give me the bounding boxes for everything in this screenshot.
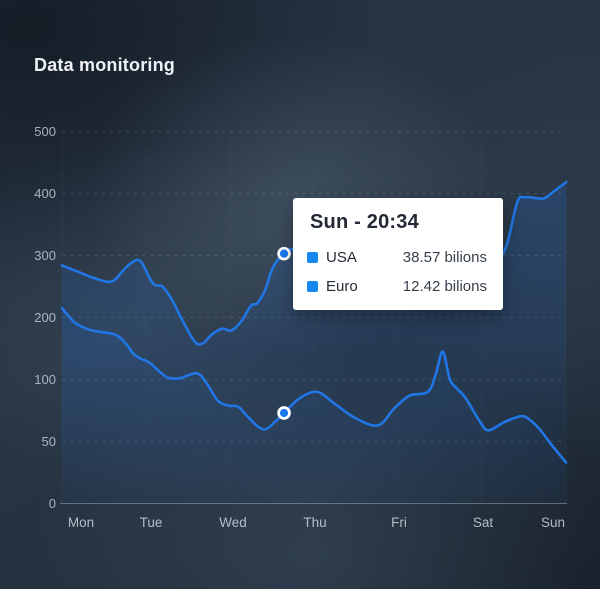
chart-tooltip: Sun - 20:34 USA 38.57 bilions Euro 12.42… bbox=[293, 198, 503, 310]
x-axis-day-label: Mon bbox=[67, 515, 95, 530]
y-axis-tick-label: 300 bbox=[34, 247, 56, 263]
euro-highlight-marker[interactable] bbox=[277, 406, 291, 420]
y-axis-tick-label: 100 bbox=[34, 371, 56, 387]
y-axis-tick-label: 0 bbox=[48, 495, 56, 511]
tooltip-title: Sun - 20:34 bbox=[310, 211, 419, 233]
tooltip-row-usa: USA 38.57 bilions bbox=[307, 247, 487, 267]
euro-series-label: Euro bbox=[326, 277, 358, 295]
usa-series-label: USA bbox=[326, 248, 357, 266]
x-axis-day-label: Sat bbox=[472, 515, 494, 530]
y-axis-tick-label: 50 bbox=[41, 433, 56, 449]
usa-series-swatch-icon bbox=[307, 251, 318, 263]
euro-series-value: 12.42 bilions bbox=[402, 277, 487, 295]
x-axis-day-label: Thu bbox=[303, 515, 327, 530]
x-axis-day-label: Wed bbox=[219, 515, 247, 530]
x-axis-day-label: Fri bbox=[391, 515, 407, 530]
page-title: Data monitoring bbox=[34, 55, 175, 75]
euro-area bbox=[62, 308, 567, 504]
y-axis-tick-label: 200 bbox=[34, 309, 56, 325]
usa-series-value: 38.57 bilions bbox=[402, 248, 487, 266]
tooltip-row-euro: Euro 12.42 bilions bbox=[307, 276, 487, 296]
usa-highlight-marker[interactable] bbox=[277, 246, 291, 261]
x-axis-day-label: Sun bbox=[540, 515, 566, 530]
y-axis-tick-label: 500 bbox=[34, 123, 56, 139]
y-axis-tick-label: 400 bbox=[34, 185, 56, 201]
euro-series-swatch-icon bbox=[307, 280, 318, 292]
x-axis-day-label: Tue bbox=[139, 515, 163, 530]
